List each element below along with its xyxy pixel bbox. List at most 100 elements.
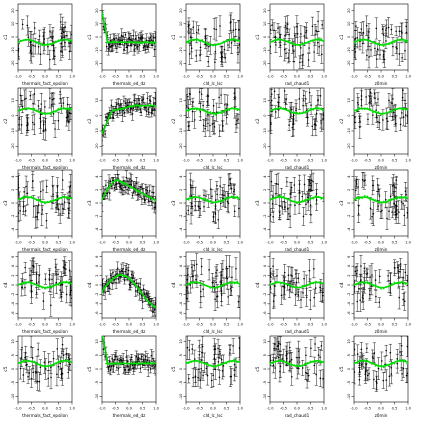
data-point	[371, 184, 374, 187]
data-point	[283, 286, 286, 289]
data-point	[143, 45, 146, 48]
data-point	[286, 181, 288, 183]
data-point	[380, 210, 382, 213]
data-point	[198, 91, 201, 93]
data-point	[272, 274, 274, 276]
data-point	[60, 42, 63, 45]
data-point	[123, 189, 125, 192]
data-point	[288, 33, 290, 36]
data-point	[405, 31, 408, 34]
y-tick-label: -2	[179, 293, 183, 297]
data-point	[291, 45, 294, 47]
data-point	[140, 38, 142, 40]
data-point	[378, 275, 381, 278]
data-point	[383, 58, 386, 61]
data-point	[29, 94, 32, 97]
data-point	[62, 266, 65, 268]
data-point	[200, 265, 203, 268]
data-point	[360, 28, 363, 30]
y-tick-label: -2	[347, 293, 351, 297]
y-tick-label: 2	[11, 274, 15, 276]
data-point	[105, 279, 108, 282]
data-point	[123, 100, 125, 102]
data-point	[193, 119, 196, 121]
data-point	[69, 185, 72, 187]
data-point	[391, 102, 393, 104]
data-point	[32, 121, 34, 124]
data-point	[379, 54, 381, 56]
data-point	[381, 28, 384, 31]
data-point	[317, 99, 319, 102]
y-tick-label: 2	[11, 189, 15, 191]
panel-r4-c4: -1.0 -0.5 0.0 0.5 1.0 -6 -4 -2 0 2 4 6 rad_chaud1 c4	[255, 251, 328, 334]
data-point	[284, 206, 286, 208]
data-point	[220, 274, 223, 276]
data-point	[372, 114, 374, 116]
data-point	[360, 279, 362, 281]
y-axis-label: c3	[171, 200, 177, 205]
data-point	[213, 27, 215, 30]
data-point	[214, 213, 217, 215]
data-point	[229, 22, 232, 24]
data-point	[321, 53, 323, 56]
x-tick-label: -0.5	[112, 323, 119, 327]
data-point	[139, 108, 142, 111]
data-point	[153, 206, 156, 209]
x-tick-label: 1.0	[321, 241, 327, 245]
y-tick-label: -4	[95, 301, 99, 305]
x-axis-label: rad_chaud1	[285, 165, 310, 170]
data-point	[290, 186, 293, 189]
y-tick-label: 6	[263, 255, 267, 258]
data-point	[65, 116, 68, 119]
data-point	[404, 99, 406, 102]
data-point	[289, 215, 291, 218]
x-axis-label: z0min	[375, 81, 388, 86]
data-point	[154, 36, 156, 39]
data-point	[385, 27, 388, 29]
data-point	[61, 179, 64, 181]
data-point	[295, 109, 297, 112]
data-point	[123, 43, 126, 45]
data-point	[213, 126, 216, 128]
data-point	[402, 202, 404, 205]
data-point	[138, 292, 141, 295]
data-point	[396, 266, 399, 269]
data-point	[298, 98, 301, 100]
panel-r2-c4: -1.0 -0.5 0.0 0.5 1.0 -20 -10 0 10 rad_chaud1 c2	[255, 87, 328, 170]
fit-line	[270, 196, 324, 204]
data-point	[319, 286, 321, 289]
data-point	[227, 296, 229, 298]
y-tick-label: 10	[179, 21, 183, 26]
data-point	[123, 279, 126, 282]
y-tick-label: 0	[95, 201, 99, 204]
data-point	[70, 112, 72, 115]
data-point	[299, 61, 301, 64]
data-point	[119, 103, 122, 106]
data-point	[105, 283, 107, 285]
data-point	[45, 219, 48, 222]
x-tick-label: -1.0	[350, 323, 358, 327]
data-point	[366, 54, 368, 57]
y-axis-label: c1	[171, 34, 177, 39]
fit-point	[270, 199, 271, 202]
data-point	[141, 301, 144, 303]
data-point	[24, 286, 26, 289]
data-point	[111, 282, 113, 285]
data-point	[116, 47, 118, 49]
y-tick-label: 6	[95, 255, 99, 258]
data-point	[187, 209, 190, 212]
x-tick-label: -1.0	[98, 75, 106, 79]
y-tick-label: -20	[95, 60, 99, 67]
data-point	[405, 193, 407, 196]
data-point	[145, 292, 148, 295]
y-tick-label: -10	[179, 47, 183, 54]
data-point	[151, 191, 153, 194]
x-tick-label: -1.0	[14, 75, 22, 79]
data-point	[386, 120, 389, 123]
data-point	[391, 211, 394, 213]
data-point	[317, 41, 319, 44]
data-point	[30, 290, 33, 293]
data-point	[200, 93, 203, 95]
data-point	[302, 215, 305, 218]
data-point	[375, 109, 377, 111]
